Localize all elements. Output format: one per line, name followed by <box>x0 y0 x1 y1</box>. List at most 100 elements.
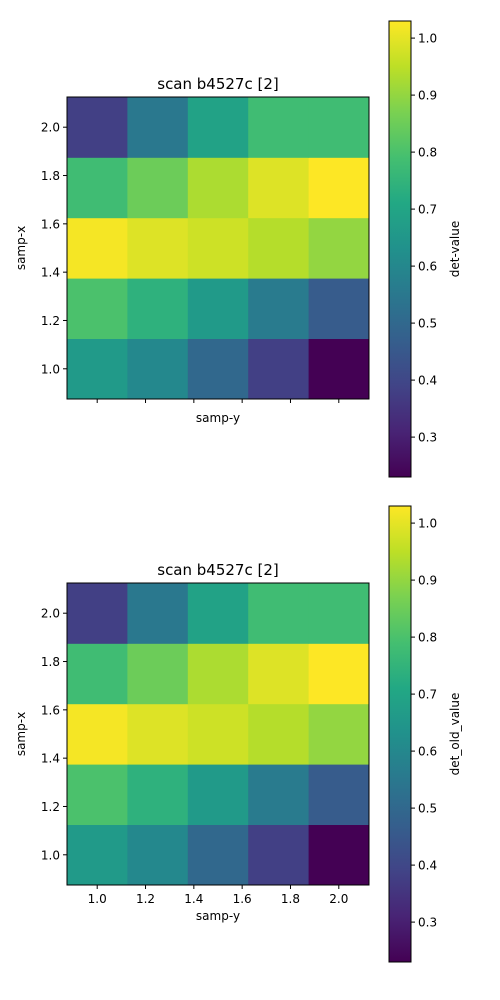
heatmap-cell <box>248 764 309 825</box>
heatmap-cell <box>308 824 370 886</box>
heatmap-cell <box>187 643 249 705</box>
colorbar-tick-label: 0.4 <box>418 374 437 388</box>
x-tick-label: 1.0 <box>88 892 107 906</box>
y-tick-label: 1.8 <box>41 655 60 669</box>
heatmap-cell <box>308 157 370 219</box>
heatmap-cell <box>67 824 128 886</box>
heatmap-cell <box>308 583 370 644</box>
colorbar: 0.3 0.4 0.5 0.6 0.7 0.8 0.9 1.0 det_old_value <box>388 505 462 963</box>
heatmap-cell <box>127 583 189 644</box>
y-tick-label: 1.0 <box>41 848 60 862</box>
heatmap-cell <box>308 217 370 279</box>
heatmap-cell <box>248 217 309 279</box>
y-tick-label: 1.4 <box>41 752 60 766</box>
colorbar-tick-label: 0.8 <box>418 631 437 645</box>
heatmap-panel-2: scan b4527c [2] 1.0 1.2 1.4 1.6 1.8 2.0 1.0 1.2 1… <box>14 505 462 963</box>
heatmap-cell <box>187 217 249 279</box>
heatmap-cell <box>308 703 370 765</box>
y-tick-label: 1.2 <box>41 314 60 328</box>
colorbar-tick-label: 0.3 <box>418 916 437 930</box>
heatmap-cell <box>187 824 249 886</box>
heatmap-cell <box>67 703 128 765</box>
colorbar-frame <box>388 505 412 963</box>
y-axis-label: samp-x <box>14 226 28 270</box>
heatmap-cell <box>67 583 128 644</box>
heatmap-cell <box>127 643 189 705</box>
y-tick-label: 1.2 <box>41 800 60 814</box>
colorbar-label: det_old_value <box>448 693 462 776</box>
colorbar-tick-label: 0.4 <box>418 859 437 873</box>
heatmap-cell <box>248 157 309 219</box>
heatmap-cell <box>248 583 309 644</box>
heatmap-cell <box>308 278 370 339</box>
colorbar-tick-label: 0.7 <box>418 203 437 217</box>
y-axis-label: samp-x <box>14 712 28 756</box>
y-tick-label: 1.0 <box>41 362 60 376</box>
y-tick-label: 1.8 <box>41 169 60 183</box>
chart-title: scan b4527c [2] <box>157 75 279 93</box>
colorbar-tick-label: 0.7 <box>418 688 437 702</box>
heatmap-cell <box>127 278 189 339</box>
colorbar-label: det-value <box>448 221 462 278</box>
heatmap-cell <box>127 97 189 158</box>
axes-frame <box>66 96 370 400</box>
heatmap-cell <box>67 97 128 158</box>
colorbar-tick-label: 0.9 <box>418 574 437 588</box>
colorbar-tick-label: 0.6 <box>418 745 437 759</box>
heatmap-cell <box>127 157 189 219</box>
heatmap-cell <box>67 217 128 279</box>
heatmap-cell <box>67 643 128 705</box>
x-tick-label: 1.8 <box>281 892 300 906</box>
y-tick-label: 2.0 <box>41 121 60 135</box>
colorbar-tick-label: 0.6 <box>418 260 437 274</box>
y-tick-label: 2.0 <box>41 607 60 621</box>
y-tick-label: 1.4 <box>41 266 60 280</box>
heatmap-cell <box>67 338 128 400</box>
x-tick-label: 2.0 <box>329 892 348 906</box>
colorbar: 0.3 0.4 0.5 0.6 0.7 0.8 0.9 1.0 det-value <box>388 20 462 478</box>
heatmap-cell <box>187 338 249 400</box>
heatmap-cell <box>187 764 249 825</box>
heatmap-cell <box>127 764 189 825</box>
heatmap-cell <box>308 643 370 705</box>
heatmap-cell <box>248 643 309 705</box>
heatmap-cell <box>308 338 370 400</box>
x-tick-label: 1.6 <box>233 892 252 906</box>
heatmap-cell <box>127 338 189 400</box>
colorbar-tick-label: 0.8 <box>418 146 437 160</box>
heatmap-cell <box>248 703 309 765</box>
heatmap-cell <box>187 583 249 644</box>
heatmap-cell <box>67 764 128 825</box>
x-axis-label: samp-y <box>196 909 240 923</box>
y-tick-label: 1.6 <box>41 703 60 717</box>
heatmap-cell <box>248 278 309 339</box>
heatmap-cell <box>248 97 309 158</box>
colorbar-tick-label: 1.0 <box>418 517 437 531</box>
heatmap-cell <box>187 97 249 158</box>
heatmap-cell <box>67 157 128 219</box>
heatmap-cell <box>248 824 309 886</box>
colorbar-gradient <box>389 21 411 477</box>
heatmap-cell <box>67 278 128 339</box>
axes-frame <box>66 582 370 886</box>
heatmap-cell <box>187 278 249 339</box>
heatmap-cell <box>187 157 249 219</box>
heatmap-cell <box>127 217 189 279</box>
colorbar-tick-label: 0.3 <box>418 431 437 445</box>
heatmap-cell <box>187 703 249 765</box>
colorbar-gradient <box>389 506 411 962</box>
heatmap-cell <box>308 97 370 158</box>
colorbar-tick-label: 1.0 <box>418 32 437 46</box>
heatmap-cell <box>248 338 309 400</box>
colorbar-tick-label: 0.5 <box>418 802 437 816</box>
heatmap-cell <box>308 764 370 825</box>
heatmap-cell <box>127 703 189 765</box>
heatmap-panel-1: scan b4527c [2] 1.0 1.2 1.4 1.6 1.8 2.0 samp-y s… <box>14 20 462 478</box>
x-tick-label: 1.2 <box>136 892 155 906</box>
colorbar-frame <box>388 20 412 478</box>
x-axis-label: samp-y <box>196 411 240 425</box>
x-tick-label: 1.4 <box>184 892 203 906</box>
colorbar-tick-label: 0.9 <box>418 89 437 103</box>
y-tick-label: 1.6 <box>41 217 60 231</box>
